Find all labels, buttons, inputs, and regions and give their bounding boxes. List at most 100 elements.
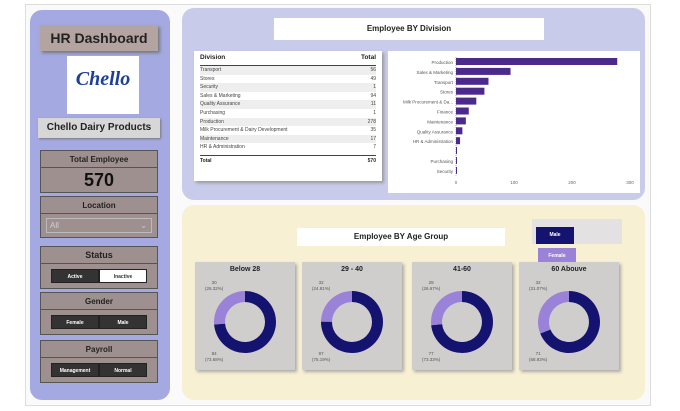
male-percent: (73.33%) xyxy=(422,357,441,362)
category-label: Purchasing xyxy=(430,159,453,164)
location-slicer: Location All ⌄ xyxy=(40,196,158,238)
male-percent: (68.93%) xyxy=(529,357,548,362)
table-total-row: Total 570 xyxy=(200,154,376,164)
division-cell: Sales & Marketing xyxy=(200,92,241,99)
bar[interactable] xyxy=(456,58,618,65)
table-row: Milk Procurement & Dairy Development 35 xyxy=(200,126,376,135)
bar[interactable] xyxy=(456,137,461,145)
male-slice[interactable] xyxy=(214,291,276,353)
division-panel: Employee BY Division Division Total Trans… xyxy=(182,8,645,200)
category-label: Security xyxy=(437,169,454,174)
total-employee-label: Total Employee xyxy=(41,151,157,168)
location-label: Location xyxy=(41,197,157,214)
total-cell: 1 xyxy=(373,109,376,116)
male-slice[interactable] xyxy=(431,291,493,353)
payroll-label: Payroll xyxy=(41,341,157,358)
female-slice[interactable] xyxy=(431,291,462,326)
payroll-management-button[interactable]: Management xyxy=(51,363,99,377)
male-data-label: 97 (75.19%) xyxy=(312,351,330,363)
table-header: Division Total xyxy=(200,54,376,66)
donut-card: 60 Abouve 32 (31.07%) 71 (68.93%) xyxy=(519,262,619,370)
total-employee-card: Total Employee 570 xyxy=(40,150,158,193)
sidebar: HR Dashboard Chello Chello Dairy Product… xyxy=(30,10,170,400)
male-slice[interactable] xyxy=(321,291,383,353)
total-employee-value: 570 xyxy=(83,170,115,190)
male-percent: (75.19%) xyxy=(312,357,331,362)
category-label: Stores xyxy=(440,90,454,95)
female-percent: (31.07%) xyxy=(529,286,548,291)
table-row: Quality Assurance 11 xyxy=(200,100,376,109)
legend-male[interactable]: Male xyxy=(536,227,574,244)
logo-wordmark: Chello xyxy=(75,68,131,90)
male-data-label: 71 (68.93%) xyxy=(529,351,547,363)
table-row: Purchasing 1 xyxy=(200,109,376,118)
bar[interactable] xyxy=(456,87,485,95)
female-slice[interactable] xyxy=(214,291,245,325)
status-active-button[interactable]: Active xyxy=(51,269,99,283)
bar[interactable] xyxy=(456,147,457,155)
gender-male-button[interactable]: Male xyxy=(99,315,147,329)
age-group-label: 41-60 xyxy=(453,266,471,273)
bar[interactable] xyxy=(456,127,463,135)
male-count: 77 xyxy=(428,351,434,356)
status-slicer: Status Active Inactive xyxy=(40,246,158,289)
bar[interactable] xyxy=(456,67,511,75)
x-tick-label: 100 xyxy=(510,180,518,185)
total-cell: 7 xyxy=(373,144,376,151)
bar[interactable] xyxy=(456,77,489,85)
bar[interactable] xyxy=(456,107,469,115)
donut-chart xyxy=(538,291,600,353)
female-percent: (24.81%) xyxy=(312,286,331,291)
status-inactive-button[interactable]: Inactive xyxy=(99,269,147,283)
header-total[interactable]: Total xyxy=(360,54,376,61)
division-cell: Quality Assurance xyxy=(200,101,241,108)
location-dropdown[interactable]: All ⌄ xyxy=(46,218,152,233)
male-percent: (73.68%) xyxy=(205,357,224,362)
donut-card: Below 28 30 (26.32%) 84 (73.68%) xyxy=(195,262,295,370)
female-slice[interactable] xyxy=(538,291,569,334)
bar[interactable] xyxy=(456,157,457,164)
header-division[interactable]: Division xyxy=(200,54,226,61)
division-cell: Maintenance xyxy=(200,135,229,142)
bar[interactable] xyxy=(456,166,457,174)
total-cell: 56 xyxy=(370,67,376,73)
chevron-down-icon: ⌄ xyxy=(140,221,147,230)
division-cell: Milk Procurement & Dairy Development xyxy=(200,127,288,134)
bar[interactable] xyxy=(456,97,477,105)
total-cell: 17 xyxy=(370,135,376,142)
age-group-label: 29 - 40 xyxy=(341,266,363,273)
donut-card: 29 - 40 32 (24.81%) 97 (75.19%) xyxy=(302,262,402,370)
division-title: Employee BY Division xyxy=(274,18,544,40)
category-label: HR & Administration xyxy=(413,139,454,144)
age-group-panel: Employee BY Age Group Male Female Below … xyxy=(182,205,645,400)
age-group-title: Employee BY Age Group xyxy=(297,228,505,246)
company-name: Chello Dairy Products xyxy=(38,118,160,138)
donut-card: 41-60 28 (26.67%) 77 (73.33%) xyxy=(412,262,512,370)
payroll-normal-button[interactable]: Normal xyxy=(99,363,147,377)
bar[interactable] xyxy=(456,117,466,125)
legend-female[interactable]: Female xyxy=(538,248,576,265)
total-cell: 278 xyxy=(367,118,376,125)
location-value: All xyxy=(50,221,59,230)
total-cell: 35 xyxy=(370,127,376,134)
category-label: Sales & Marketing xyxy=(416,70,453,75)
dashboard-title: HR Dashboard xyxy=(40,25,158,51)
category-label: Production xyxy=(431,60,453,65)
division-cell: Production xyxy=(200,118,224,125)
payroll-slicer: Payroll Management Normal xyxy=(40,340,158,383)
division-cell: Security xyxy=(200,84,219,91)
category-label: Finance xyxy=(437,110,454,115)
gender-female-button[interactable]: Female xyxy=(51,315,99,329)
male-count: 97 xyxy=(318,351,324,356)
female-percent: (26.32%) xyxy=(205,286,224,291)
table-row: Transport 56 xyxy=(200,66,376,75)
female-slice[interactable] xyxy=(321,291,352,322)
female-count: 28 xyxy=(428,280,434,285)
donut-chart xyxy=(214,291,276,353)
total-label: Total xyxy=(200,157,212,164)
female-data-label: 30 (26.32%) xyxy=(205,280,223,292)
male-count: 71 xyxy=(535,351,541,356)
female-percent: (26.67%) xyxy=(422,286,441,291)
male-slice[interactable] xyxy=(540,291,600,353)
total-cell: 49 xyxy=(370,75,376,82)
